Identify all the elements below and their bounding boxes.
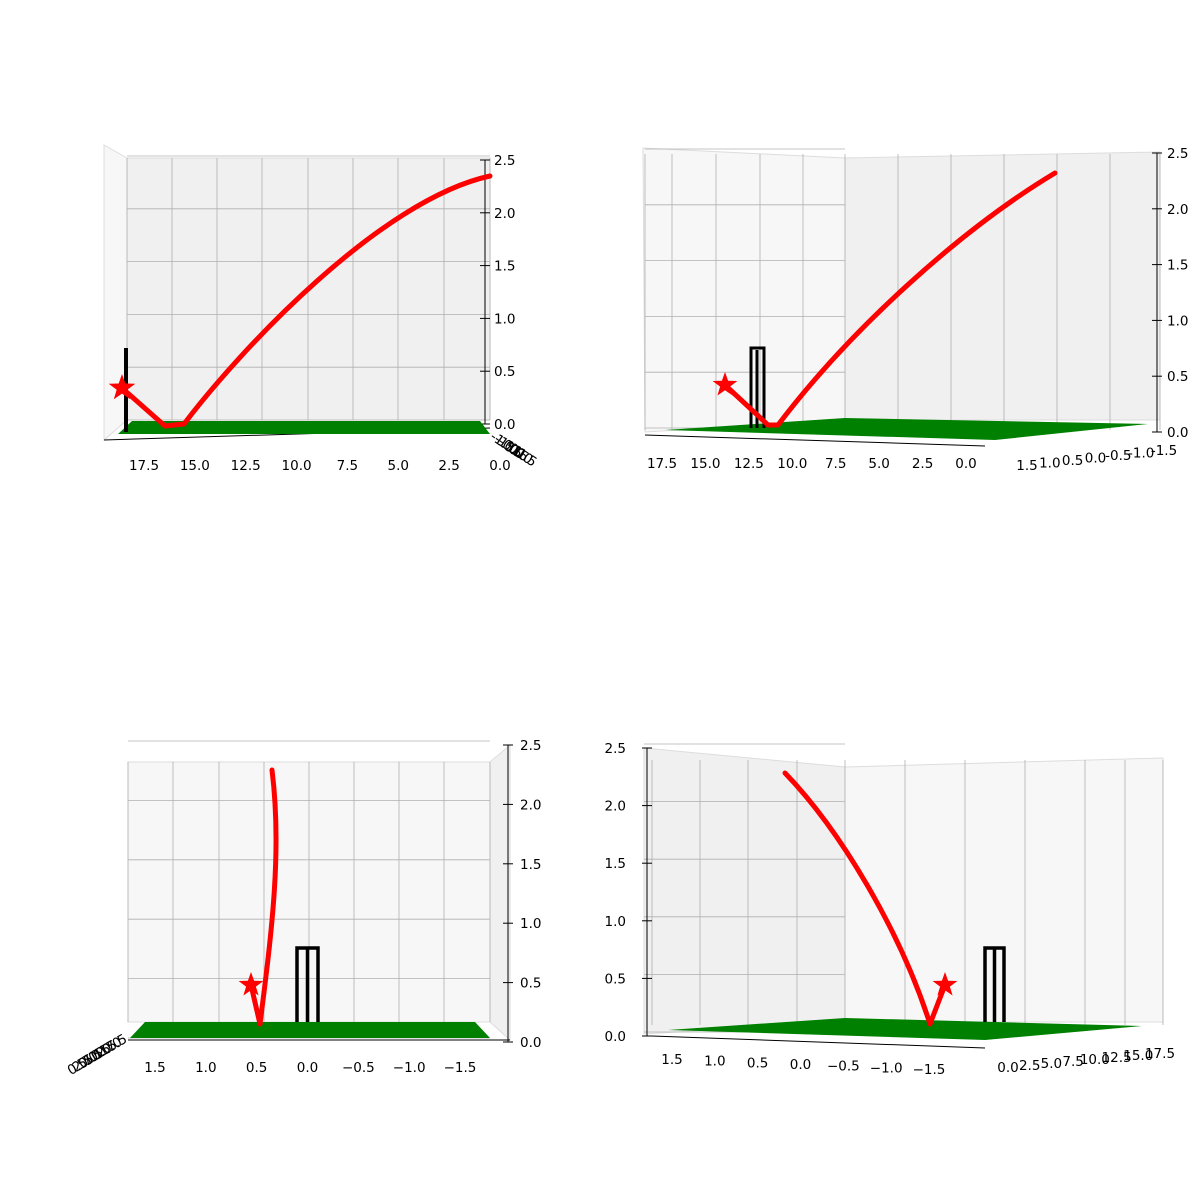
x-tick-label: 10.0 xyxy=(777,456,807,472)
y-tick-label: 0.5 xyxy=(747,1055,768,1071)
y-tick-label: −1.5 xyxy=(444,1060,477,1076)
z-tick-label: 2.5 xyxy=(605,741,626,757)
y-tick-label: 0.5 xyxy=(1062,453,1083,469)
z-tick-label: 2.5 xyxy=(520,738,541,754)
y-tick-label: 0.0 xyxy=(790,1057,811,1073)
z-tick-label: 1.5 xyxy=(494,259,515,275)
pane-1 xyxy=(844,151,1161,421)
x-tick-label: 2.5 xyxy=(912,456,933,472)
x-tick-label: 10.0 xyxy=(282,458,312,474)
y-tick-label: 1.0 xyxy=(704,1054,725,1070)
y-tick-label: -1.5 xyxy=(1151,443,1177,459)
y-tick-label: 0.0 xyxy=(297,1060,318,1076)
z-tick-label: 0.0 xyxy=(605,1029,626,1045)
x-tick-label: 2.5 xyxy=(438,458,459,474)
z-tick-label: 1.0 xyxy=(494,311,515,327)
x-tick-label: 7.5 xyxy=(825,456,846,472)
ball-trajectory xyxy=(782,770,948,1027)
x-tick-label: 0.0 xyxy=(489,458,510,474)
pitch xyxy=(668,1018,1142,1040)
stumps xyxy=(749,346,766,428)
x-tick-label: 10.0 xyxy=(1080,1052,1110,1068)
y-tick-label: −1.0 xyxy=(393,1060,426,1076)
x-tick-label: 7.5 xyxy=(1062,1054,1083,1070)
panel-bottom-left: 0.00.51.01.52.02.50.02.55.07.510.012.515… xyxy=(65,738,542,1079)
impact-star-marker xyxy=(238,972,264,996)
y-tick-label: 1.5 xyxy=(1016,458,1037,474)
z-tick-label: 2.0 xyxy=(494,206,515,222)
x-tick-label: 17.5 xyxy=(96,1031,130,1060)
z-tick-label: 0.5 xyxy=(494,364,515,380)
z-tick-label: 1.0 xyxy=(520,916,541,932)
x-tick-label: 0.0 xyxy=(997,1060,1018,1076)
panel-top-right: 0.00.51.01.52.02.517.5 15.0 12.5 10.0 7.5 5.0… xyxy=(642,146,1188,474)
panel-bottom-right: 0.00.51.01.52.02.50.0 2.5 5.0 7.510.012.515… xyxy=(605,741,1176,1078)
z-tick-label: 0.0 xyxy=(520,1035,541,1051)
x-tick-label: 15.0 xyxy=(1123,1048,1153,1064)
z-tick-label: 1.0 xyxy=(605,914,626,930)
z-tick-label: 1.5 xyxy=(1167,258,1188,274)
impact-star-marker xyxy=(932,972,958,996)
z-tick-label: 0.5 xyxy=(1167,369,1188,385)
y-tick-label: -1.0 xyxy=(1128,446,1154,462)
x-tick-label: 12.5 xyxy=(1102,1050,1132,1066)
x-axis-line xyxy=(644,434,986,447)
ball-trajectory xyxy=(248,767,279,1027)
y-tick-label: 0.0 xyxy=(1085,451,1106,467)
x-tick-label: 5.0 xyxy=(1041,1056,1062,1072)
z-tick-label: 0.0 xyxy=(1167,425,1188,441)
panel-top-left: 0.0 0.5 1.0 1.5 2.0 2.5 17.5 15.0 12.5 10.0 7.5 5.0… xyxy=(103,144,540,474)
x-tick-label: 5.0 xyxy=(868,456,889,472)
y-tick-label: 1.0 xyxy=(195,1060,216,1076)
x-tick-label: 5.0 xyxy=(388,458,409,474)
z-tick-label: 2.0 xyxy=(1167,202,1188,218)
y-tick-label: −1.5 xyxy=(913,1062,946,1078)
pitch xyxy=(665,418,1148,440)
z-tick-label: 2.0 xyxy=(605,799,626,815)
z-tick-label: 0.5 xyxy=(520,976,541,992)
x-tick-label: 15.0 xyxy=(180,458,210,474)
x-tick-label: 7.5 xyxy=(337,458,358,474)
z-tick-label: 1.0 xyxy=(1167,313,1188,329)
y-tick-label: -0.5 xyxy=(1105,448,1131,464)
x-tick-label: 12.5 xyxy=(734,456,764,472)
y-tick-label: −1.0 xyxy=(870,1060,903,1076)
x-tick-label: 17.5 xyxy=(647,456,677,472)
x-tick-label: 15.0 xyxy=(690,456,720,472)
x-tick-label: 2.5 xyxy=(1019,1058,1040,1074)
ball-trajectory xyxy=(722,170,1058,428)
y-tick-label: −0.5 xyxy=(827,1059,860,1075)
y-tick-label: 1.5 xyxy=(661,1052,682,1068)
z-tick-label: 2.5 xyxy=(1167,146,1188,162)
pane-1 xyxy=(489,743,511,1042)
pane-0 xyxy=(643,747,846,1035)
ball-trajectory xyxy=(119,173,493,429)
x-tick-label: 17.5 xyxy=(1145,1046,1175,1062)
impact-star-marker xyxy=(108,374,136,400)
y-tick-label: −0.5 xyxy=(342,1060,375,1076)
y-tick-label: 0.5 xyxy=(246,1060,267,1076)
x-tick-label: 17.5 xyxy=(129,458,159,474)
x-tick-label: 0.0 xyxy=(955,456,976,472)
z-tick-label: 2.0 xyxy=(520,797,541,813)
impact-star-marker xyxy=(712,372,738,396)
y-tick-label: 1.5 xyxy=(144,1060,165,1076)
z-tick-label: 0.5 xyxy=(605,971,626,987)
z-tick-label: 2.5 xyxy=(494,153,515,169)
y-tick-label: 1.0 xyxy=(1039,456,1060,472)
pitch xyxy=(118,421,490,434)
x-tick-label: 12.5 xyxy=(231,458,261,474)
z-tick-label: 1.5 xyxy=(605,856,626,872)
z-tick-label: 0.0 xyxy=(494,417,515,433)
pitch xyxy=(130,1022,490,1038)
z-tick-label: 1.5 xyxy=(520,857,541,873)
pane-0 xyxy=(642,147,846,433)
x-axis-line xyxy=(651,1035,986,1049)
